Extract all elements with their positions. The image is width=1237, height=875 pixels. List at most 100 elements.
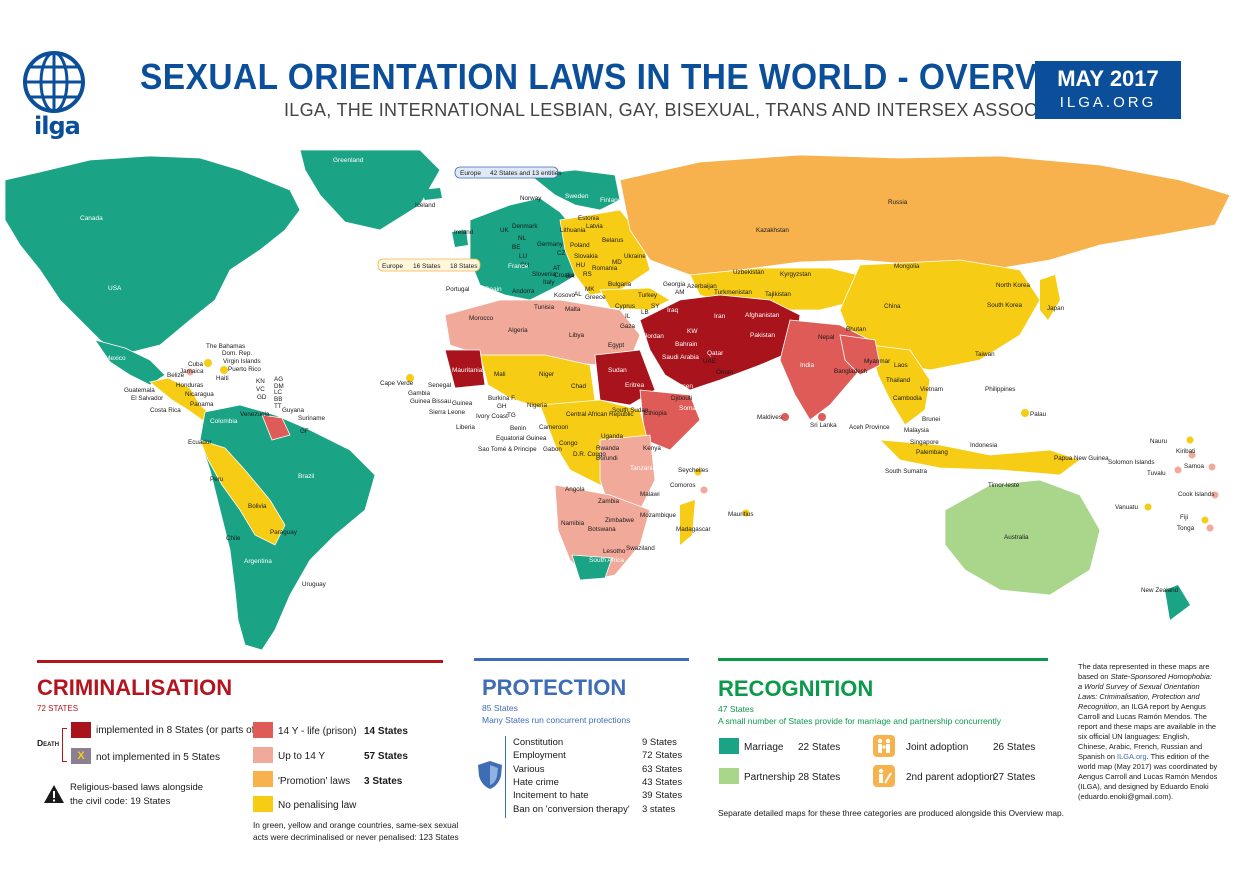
country-label: Cameroon xyxy=(539,424,569,431)
legend-partnership-value: 28 States xyxy=(798,772,841,783)
country-label: Cyprus xyxy=(615,303,635,310)
region-russia xyxy=(619,154,1231,276)
region-china-mongolia xyxy=(839,259,1041,371)
footnote-p3: . This edition of the world map (May 201… xyxy=(1078,752,1218,801)
country-label: USA xyxy=(108,285,122,292)
country-label: Guinea Bissau xyxy=(410,398,451,405)
country-label: Turkey xyxy=(638,292,658,299)
swatch-partnership xyxy=(719,768,739,784)
site-link[interactable]: ILGA.ORG xyxy=(1059,94,1157,111)
recognition-count: 47 States xyxy=(718,704,754,714)
country-label: Seychelles xyxy=(678,467,708,474)
country-label: Kosovo xyxy=(554,292,576,299)
country-label: Gambia xyxy=(408,390,431,397)
recognition-footer: Separate detailed maps for these three c… xyxy=(718,808,1064,818)
country-label: UAE xyxy=(703,358,716,365)
country-label: BA xyxy=(566,273,575,280)
recognition-sub: A small number of States provide for mar… xyxy=(718,716,1001,726)
country-label: Vietnam xyxy=(920,386,943,393)
source-footnote: The data represented in these maps are b… xyxy=(1078,662,1218,802)
country-label: Azerbaijan xyxy=(687,283,717,290)
footnote-link[interactable]: ILGA.org xyxy=(1117,752,1147,761)
country-label: Latvia xyxy=(586,223,603,230)
country-label: Afghanistan xyxy=(745,312,780,319)
europe-rec-label: Europe xyxy=(382,263,403,270)
legend-life-prison-value: 14 States xyxy=(364,726,408,737)
country-label: El Salvador xyxy=(131,395,163,402)
country-label: Angola xyxy=(565,486,585,493)
logo-text: ilga xyxy=(34,112,81,140)
criminalisation-count: 72 STATES xyxy=(37,704,79,713)
country-label: Peru xyxy=(210,476,224,483)
country-label: Brunei xyxy=(922,416,940,423)
country-label: TT xyxy=(274,403,282,410)
protection-rule xyxy=(474,658,689,661)
country-label: Brazil xyxy=(298,473,315,480)
legend-marriage: Marriage xyxy=(744,742,784,753)
country-label: Oman xyxy=(716,369,734,376)
religious-laws-line2: the civil code: 19 States xyxy=(70,796,171,807)
country-label: Cook Islands xyxy=(1178,491,1214,498)
country-label: Paraguay xyxy=(270,529,298,536)
country-label: South Sumatra xyxy=(885,468,928,475)
region-turkey xyxy=(599,287,671,311)
country-label: Algeria xyxy=(508,327,528,334)
country-label: Ivory Coast xyxy=(476,413,508,420)
country-label: Turkmenistan xyxy=(714,289,752,296)
country-label: Tunisia xyxy=(534,304,555,311)
country-label: Costa Rica xyxy=(150,407,181,414)
country-label: IL xyxy=(625,313,631,320)
country-label: Slovenia xyxy=(532,271,557,278)
country-label: Equatorial Guinea xyxy=(496,435,547,442)
country-label: Senegal xyxy=(428,382,451,389)
criminalisation-section: CRIMINALISATION 72 STATES xyxy=(37,660,443,713)
country-label: Sudan xyxy=(608,367,627,374)
swatch-death-not-implemented: X xyxy=(71,748,91,764)
country-label: Namibia xyxy=(561,520,585,527)
country-label: Tuvalu xyxy=(1147,470,1166,477)
country-label: AT xyxy=(553,265,561,272)
protection-item-value: 3 states xyxy=(642,803,676,815)
protection-item-value: 72 States xyxy=(642,750,683,762)
country-label: Malta xyxy=(565,306,581,313)
country-label: Uganda xyxy=(601,433,624,440)
death-bracket xyxy=(62,728,67,762)
country-label: Russia xyxy=(888,199,908,206)
date-box: MAY 2017 ILGA.ORG xyxy=(1035,61,1181,119)
country-label: KW xyxy=(687,328,698,335)
protection-bracket xyxy=(505,736,506,818)
country-label: Mali xyxy=(494,371,506,378)
region-iceland xyxy=(420,188,442,200)
country-label: Ukraine xyxy=(624,253,646,260)
country-label: Burkina F. xyxy=(488,395,516,402)
country-label: Australia xyxy=(1004,534,1029,541)
country-label: Guatemala xyxy=(124,387,155,394)
region-madagascar xyxy=(680,500,695,545)
country-label: Argentina xyxy=(244,558,272,565)
country-label: Andorra xyxy=(512,288,535,295)
country-label: Laos xyxy=(894,362,908,369)
region-southeast-asia xyxy=(869,344,931,426)
country-label: Nigeria xyxy=(527,402,547,409)
country-label: Botswana xyxy=(588,526,616,533)
recognition-rule xyxy=(718,658,1048,661)
religious-laws-line1: Religious-based laws alongside xyxy=(70,782,204,793)
country-label: Palau xyxy=(1030,411,1047,418)
country-label: Belize xyxy=(167,372,185,379)
country-label: Timor-leste xyxy=(988,482,1020,489)
country-label: GH xyxy=(497,403,507,410)
country-label: Cambodia xyxy=(893,395,922,402)
legend-death-implemented: implemented in 8 States (or parts of) xyxy=(96,725,258,736)
country-label: Uruguay xyxy=(302,581,327,588)
region-indonesia xyxy=(878,439,1081,476)
region-south-america xyxy=(199,404,376,651)
country-label: Iraq xyxy=(667,307,679,314)
country-label: Guinea xyxy=(452,400,473,407)
footnote-p2: , an ILGA report by Aengus Carroll and L… xyxy=(1078,702,1217,761)
country-label: LB xyxy=(641,309,649,316)
shield-icon xyxy=(478,761,502,789)
country-label: Japan xyxy=(1047,305,1065,312)
region-australia xyxy=(944,479,1101,596)
country-label: Canada xyxy=(80,215,103,222)
swatch-no-penalising xyxy=(253,796,273,812)
